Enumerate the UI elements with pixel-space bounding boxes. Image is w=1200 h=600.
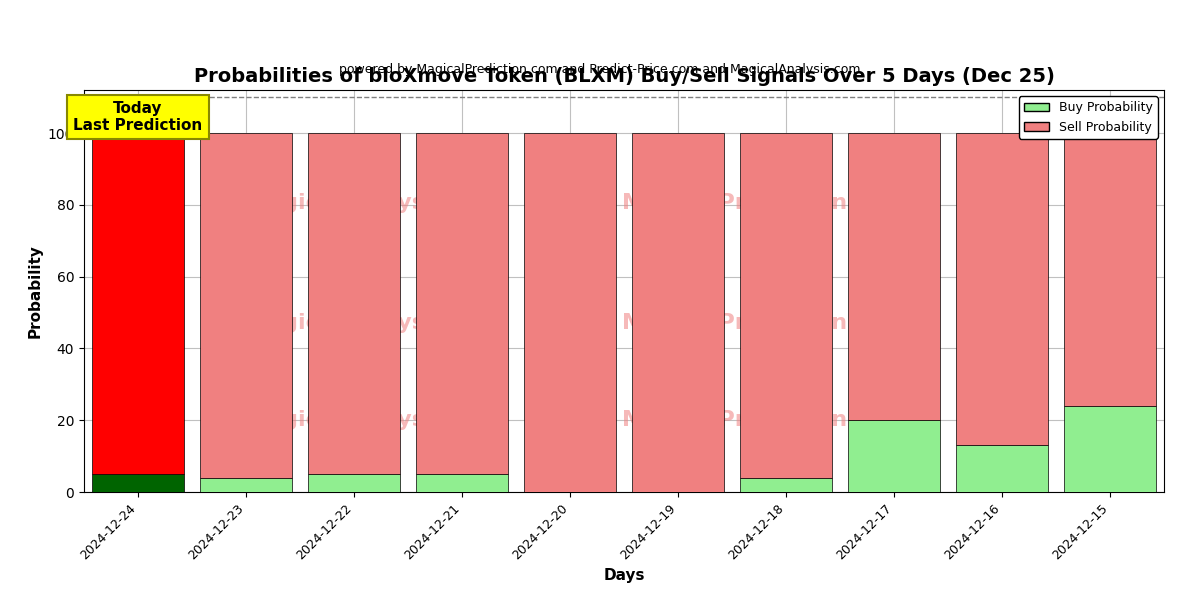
Text: MagicalPrediction.com: MagicalPrediction.com <box>622 193 907 212</box>
Bar <box>524 133 616 492</box>
Bar <box>1064 406 1156 492</box>
Text: MagicalPrediction.com: MagicalPrediction.com <box>622 313 907 333</box>
Text: MagicalAnalysis.com: MagicalAnalysis.com <box>245 313 506 333</box>
Bar <box>848 420 940 492</box>
Text: MagicalAnalysis.com: MagicalAnalysis.com <box>245 410 506 430</box>
Bar <box>308 133 400 474</box>
Bar <box>308 474 400 492</box>
Legend: Buy Probability, Sell Probability: Buy Probability, Sell Probability <box>1019 96 1158 139</box>
Text: powered by MagicalPrediction.com and Predict-Price.com and MagicalAnalysis.com: powered by MagicalPrediction.com and Pre… <box>340 63 860 76</box>
Y-axis label: Probability: Probability <box>28 244 42 338</box>
Title: Probabilities of bloXmove Token (BLXM) Buy/Sell Signals Over 5 Days (Dec 25): Probabilities of bloXmove Token (BLXM) B… <box>193 67 1055 86</box>
Bar <box>92 133 184 474</box>
Text: MagicalAnalysis.com: MagicalAnalysis.com <box>245 193 506 212</box>
Text: Today
Last Prediction: Today Last Prediction <box>73 101 203 133</box>
X-axis label: Days: Days <box>604 568 644 583</box>
Bar <box>740 133 832 478</box>
Bar <box>200 133 292 478</box>
Bar <box>956 133 1048 445</box>
Bar <box>416 474 508 492</box>
Bar <box>956 445 1048 492</box>
Bar <box>632 133 724 492</box>
Bar <box>416 133 508 474</box>
Bar <box>92 474 184 492</box>
Bar <box>848 133 940 420</box>
Text: MagicalPrediction.com: MagicalPrediction.com <box>622 410 907 430</box>
Bar <box>200 478 292 492</box>
Bar <box>740 478 832 492</box>
Bar <box>1064 133 1156 406</box>
